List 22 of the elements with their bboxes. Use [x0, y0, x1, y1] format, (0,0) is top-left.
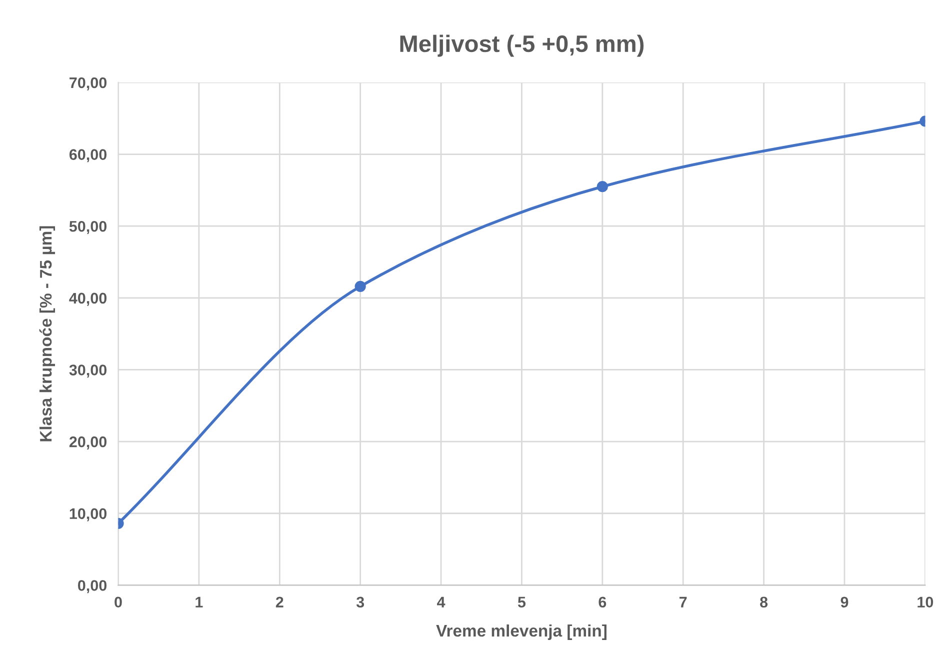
y-tick-label: 40,00	[69, 292, 107, 306]
x-axis-title: Vreme mlevenja [min]	[436, 624, 606, 640]
y-axis-title: Klasa krupnoće [% - 75 µm]	[39, 226, 56, 442]
y-tick-label: 0,00	[78, 580, 107, 594]
x-tick-label: 9	[840, 596, 848, 608]
y-tick-label: 30,00	[69, 364, 107, 378]
x-tick-label: 7	[680, 596, 687, 608]
x-tick-label: 10	[918, 596, 934, 608]
y-tick-label: 10,00	[70, 508, 107, 522]
x-tick-label: 0	[114, 596, 122, 608]
x-tick-label: 2	[276, 596, 284, 608]
x-tick-label: 3	[356, 596, 364, 608]
x-tick-label: 4	[437, 596, 446, 608]
x-tick-label: 8	[760, 596, 768, 608]
y-tick-label: 50,00	[69, 220, 107, 234]
x-tick-label: 5	[518, 596, 526, 608]
x-tick-label: 1	[196, 596, 203, 608]
y-tick-label: 70,00	[70, 77, 107, 90]
y-tick-label: 60,00	[69, 149, 107, 162]
x-tick-label: 6	[598, 596, 606, 608]
y-tick-label: 20,00	[69, 436, 107, 450]
chart-title: Meljivost (-5 +0,5 mm)	[400, 34, 644, 57]
